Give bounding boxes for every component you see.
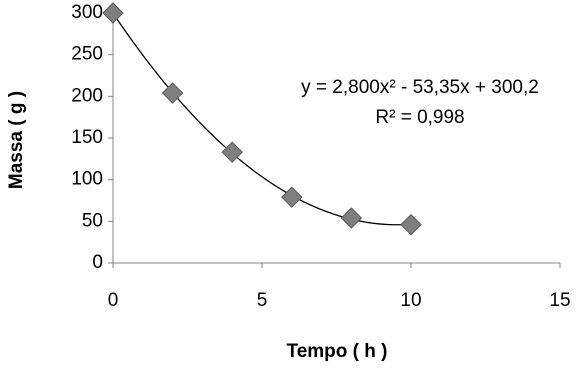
x-tick-label: 0	[108, 290, 119, 311]
y-tick-label: 50	[82, 210, 103, 231]
data-point	[340, 207, 363, 229]
data-point	[400, 213, 422, 236]
x-tick-label: 5	[257, 290, 268, 311]
y-tick-label: 200	[71, 85, 103, 106]
x-tick-label: 10	[400, 290, 421, 311]
data-point	[102, 2, 124, 24]
trendline	[112, 12, 412, 226]
y-tick-label: 300	[71, 2, 103, 23]
y-tick-label: 150	[71, 127, 103, 148]
y-tick-label: 0	[92, 252, 103, 273]
y-axis-title: Massa ( g )	[6, 91, 27, 189]
y-tick-label: 100	[71, 169, 103, 190]
data-point	[161, 82, 184, 104]
x-tick-label: 15	[549, 290, 570, 311]
x-axis-title: Tempo ( h )	[287, 341, 388, 362]
data-point	[281, 186, 303, 208]
trendline-equation: y = 2,800x² - 53,35x + 300,2	[301, 77, 539, 98]
data-point	[221, 141, 243, 163]
y-tick-label: 250	[71, 44, 103, 65]
trendline-r-squared: R² = 0,998	[375, 107, 464, 128]
